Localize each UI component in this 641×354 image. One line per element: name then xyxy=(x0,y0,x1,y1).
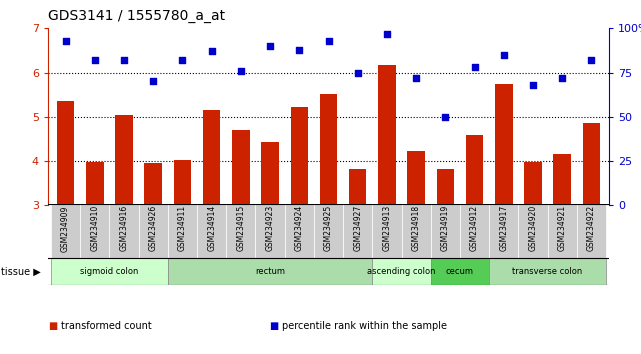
Point xyxy=(206,48,217,54)
Bar xyxy=(226,204,256,258)
Bar xyxy=(285,204,314,258)
Bar xyxy=(174,160,191,205)
Bar xyxy=(460,204,489,258)
Text: transverse colon: transverse colon xyxy=(512,267,583,276)
Bar xyxy=(489,258,606,285)
Bar xyxy=(168,258,372,285)
Bar xyxy=(57,101,74,205)
Text: GSM234915: GSM234915 xyxy=(237,205,246,251)
Bar xyxy=(80,204,110,258)
Bar xyxy=(203,110,221,205)
Point xyxy=(499,52,509,58)
Bar xyxy=(138,204,168,258)
Bar xyxy=(232,130,249,205)
Text: GSM234913: GSM234913 xyxy=(383,205,392,251)
Point xyxy=(557,75,567,81)
Text: sigmoid colon: sigmoid colon xyxy=(80,267,138,276)
Text: GSM234916: GSM234916 xyxy=(119,205,129,251)
Text: transformed count: transformed count xyxy=(61,321,152,331)
Point xyxy=(236,68,246,74)
Bar xyxy=(553,154,571,205)
Bar xyxy=(372,258,431,285)
Point xyxy=(60,38,71,44)
Text: ■: ■ xyxy=(48,321,57,331)
Text: GSM234926: GSM234926 xyxy=(149,205,158,251)
Text: GDS3141 / 1555780_a_at: GDS3141 / 1555780_a_at xyxy=(48,9,225,23)
Text: GSM234911: GSM234911 xyxy=(178,205,187,251)
Point xyxy=(148,79,158,84)
Bar xyxy=(51,258,168,285)
Point xyxy=(411,75,421,81)
Bar xyxy=(256,204,285,258)
Bar xyxy=(262,142,279,205)
Bar xyxy=(144,163,162,205)
Text: ■: ■ xyxy=(269,321,278,331)
Point xyxy=(587,57,597,63)
Point xyxy=(353,70,363,75)
Bar xyxy=(51,204,80,258)
Bar xyxy=(197,204,226,258)
Bar xyxy=(372,204,401,258)
Text: GSM234918: GSM234918 xyxy=(412,205,420,251)
Point xyxy=(528,82,538,88)
Bar xyxy=(519,204,547,258)
Bar xyxy=(320,94,337,205)
Bar xyxy=(437,169,454,205)
Text: GSM234912: GSM234912 xyxy=(470,205,479,251)
Bar xyxy=(577,204,606,258)
Point xyxy=(469,64,479,70)
Bar xyxy=(349,169,367,205)
Text: GSM234919: GSM234919 xyxy=(441,205,450,251)
Point xyxy=(323,38,333,44)
Text: GSM234910: GSM234910 xyxy=(90,205,99,251)
Text: GSM234922: GSM234922 xyxy=(587,205,596,251)
Bar xyxy=(86,162,104,205)
Point xyxy=(90,57,100,63)
Bar xyxy=(489,204,519,258)
Point xyxy=(294,47,304,52)
Bar xyxy=(115,115,133,205)
Bar xyxy=(466,135,483,205)
Bar xyxy=(524,162,542,205)
Bar xyxy=(431,204,460,258)
Text: GSM234921: GSM234921 xyxy=(558,205,567,251)
Point xyxy=(119,57,129,63)
Bar xyxy=(547,204,577,258)
Text: GSM234924: GSM234924 xyxy=(295,205,304,251)
Text: GSM234917: GSM234917 xyxy=(499,205,508,251)
Text: GSM234920: GSM234920 xyxy=(528,205,538,251)
Text: GSM234909: GSM234909 xyxy=(61,205,70,252)
Bar xyxy=(495,84,513,205)
Bar xyxy=(583,124,600,205)
Text: ascending colon: ascending colon xyxy=(367,267,436,276)
Bar xyxy=(168,204,197,258)
Bar xyxy=(343,204,372,258)
Bar xyxy=(401,204,431,258)
Point xyxy=(440,114,451,120)
Bar xyxy=(378,65,395,205)
Bar xyxy=(110,204,138,258)
Point xyxy=(178,57,188,63)
Text: GSM234927: GSM234927 xyxy=(353,205,362,251)
Text: GSM234914: GSM234914 xyxy=(207,205,216,251)
Text: rectum: rectum xyxy=(255,267,285,276)
Point xyxy=(265,43,275,49)
Text: percentile rank within the sample: percentile rank within the sample xyxy=(282,321,447,331)
Bar xyxy=(431,258,489,285)
Text: cecum: cecum xyxy=(446,267,474,276)
Bar xyxy=(314,204,343,258)
Text: GSM234925: GSM234925 xyxy=(324,205,333,251)
Point xyxy=(382,31,392,36)
Text: GSM234923: GSM234923 xyxy=(265,205,274,251)
Bar xyxy=(408,152,425,205)
Bar xyxy=(290,107,308,205)
Text: tissue ▶: tissue ▶ xyxy=(1,267,41,276)
